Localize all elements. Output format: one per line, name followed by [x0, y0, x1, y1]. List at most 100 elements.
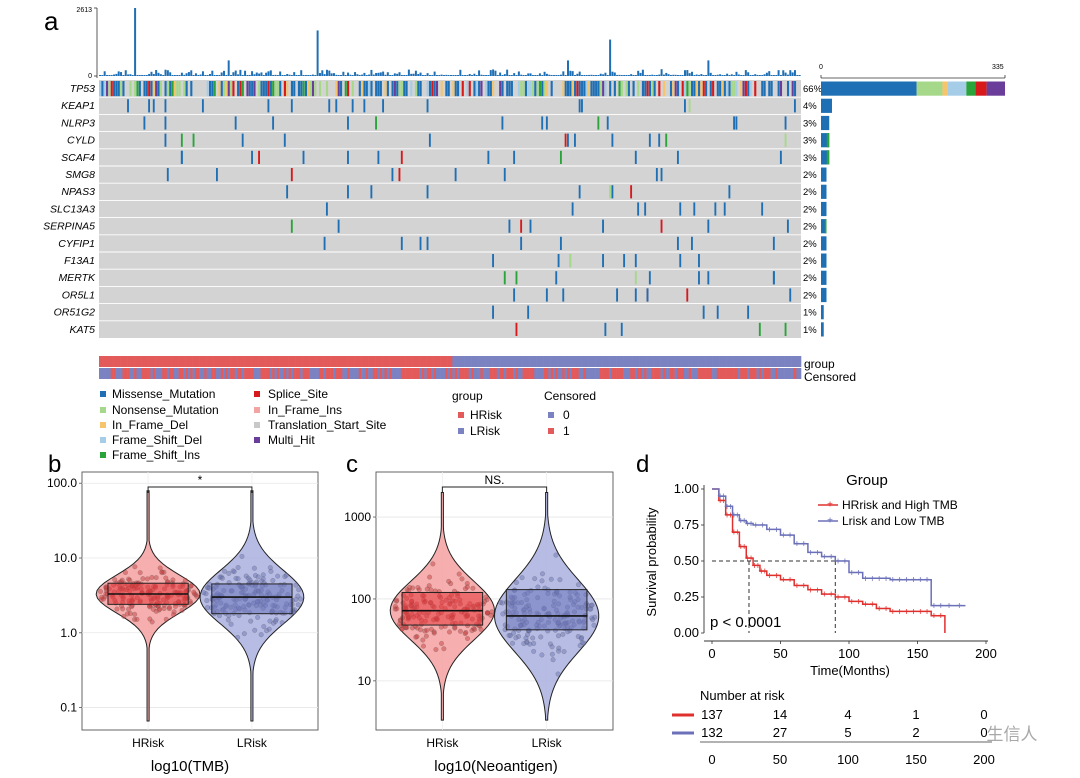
group-cell	[361, 356, 364, 367]
censored-cell	[538, 368, 542, 379]
tmb-bar	[185, 73, 188, 76]
censor-mark: +	[883, 604, 889, 615]
tmb-bar	[459, 69, 462, 76]
data-point	[531, 640, 537, 646]
oncoplot-background	[99, 80, 801, 338]
tmb-bar	[503, 74, 506, 76]
censored-cell	[218, 368, 221, 379]
group-cell	[106, 356, 109, 367]
censored-cell	[421, 368, 425, 379]
percent-label: 2%	[803, 204, 817, 215]
data-point	[430, 561, 436, 567]
mutation-cell	[630, 185, 633, 199]
mutation-cell	[347, 81, 350, 97]
tmb-bar	[742, 75, 745, 76]
group-cell	[471, 356, 474, 367]
tmb-bar	[590, 74, 593, 76]
tmb-bar	[204, 75, 207, 76]
censored-cell	[662, 368, 666, 379]
censored-cell	[459, 368, 462, 379]
tmb-bar	[141, 75, 144, 76]
tmb-bar	[653, 75, 656, 76]
tmb-bar	[110, 74, 113, 76]
group-cell	[178, 356, 182, 367]
group-cell	[314, 356, 317, 367]
data-point	[500, 600, 506, 606]
group-cell	[658, 356, 661, 367]
data-point	[192, 591, 198, 597]
group-cell	[712, 356, 715, 367]
risk-cell: 2	[912, 725, 919, 740]
data-point	[439, 640, 445, 646]
tmb-bar	[557, 75, 560, 76]
mutation-cell	[578, 185, 581, 199]
censored-cell	[698, 368, 701, 379]
censored-cell	[232, 368, 236, 379]
data-point	[521, 641, 527, 647]
group-cell	[333, 356, 336, 367]
mutation-cell	[157, 81, 160, 97]
tmb-bar	[433, 71, 436, 76]
tmb-bar	[281, 75, 284, 76]
group-cell	[583, 356, 587, 367]
group-cell	[232, 356, 236, 367]
mutation-cell	[658, 81, 661, 97]
tmb-bar	[571, 71, 574, 76]
tmb-bar	[152, 74, 155, 76]
watermark: 生信人	[987, 725, 1038, 744]
tmb-bar	[356, 74, 359, 76]
mutation-cell	[602, 81, 605, 97]
tmb-bar	[396, 73, 399, 76]
censored-cell	[211, 368, 214, 379]
tmb-bar	[386, 72, 389, 76]
censor-mark: +	[938, 601, 944, 612]
censored-cell	[798, 368, 802, 379]
tmb-bar	[127, 74, 130, 76]
xtick-label: LRisk	[237, 736, 268, 750]
data-point	[478, 627, 484, 633]
percent-label: 3%	[803, 118, 817, 129]
tmb-bar	[169, 72, 172, 76]
group-cell	[159, 356, 163, 367]
group-cell	[372, 356, 376, 367]
mutation-cell	[735, 116, 738, 130]
data-point	[524, 632, 530, 638]
censored-cell	[452, 368, 455, 379]
km-plot: 0.000.250.500.751.000 50 100 150 200++++++++…	[674, 481, 997, 661]
censor-mark: +	[842, 593, 848, 604]
censored-cell	[244, 368, 247, 379]
km-pvalue: p < 0.0001	[710, 614, 781, 631]
group-cell	[194, 356, 198, 367]
censored-cell	[508, 368, 512, 379]
mutation-cell	[370, 185, 373, 199]
mutation-cell	[627, 81, 630, 97]
data-point	[415, 585, 421, 591]
group-cell	[756, 356, 760, 367]
data-point	[420, 643, 426, 649]
censored-cell	[552, 368, 556, 379]
group-cell	[340, 356, 343, 367]
censored-cell	[433, 368, 437, 379]
tmb-bar	[293, 72, 296, 76]
xtick-label: HRisk	[426, 736, 459, 750]
group-cell	[730, 356, 734, 367]
mutation-cell	[218, 81, 221, 97]
group-cell	[660, 356, 664, 367]
km-xtick-label: 100	[838, 646, 860, 661]
count-axis: 0 335	[819, 64, 1006, 79]
mutation-cell	[248, 81, 251, 97]
mutation-cell	[216, 168, 218, 182]
group-cell	[623, 356, 626, 367]
data-point	[157, 606, 163, 612]
mutation-cell	[648, 133, 651, 147]
data-point	[275, 573, 281, 579]
censored-cell	[117, 368, 121, 379]
data-point	[293, 582, 299, 588]
mutation-cell	[543, 81, 546, 97]
group-cell	[417, 356, 420, 367]
mutation-cell	[138, 81, 141, 97]
censored-cell	[651, 368, 654, 379]
group-cell	[398, 356, 402, 367]
censored-cell	[688, 368, 692, 379]
tmb-bar	[763, 74, 766, 76]
